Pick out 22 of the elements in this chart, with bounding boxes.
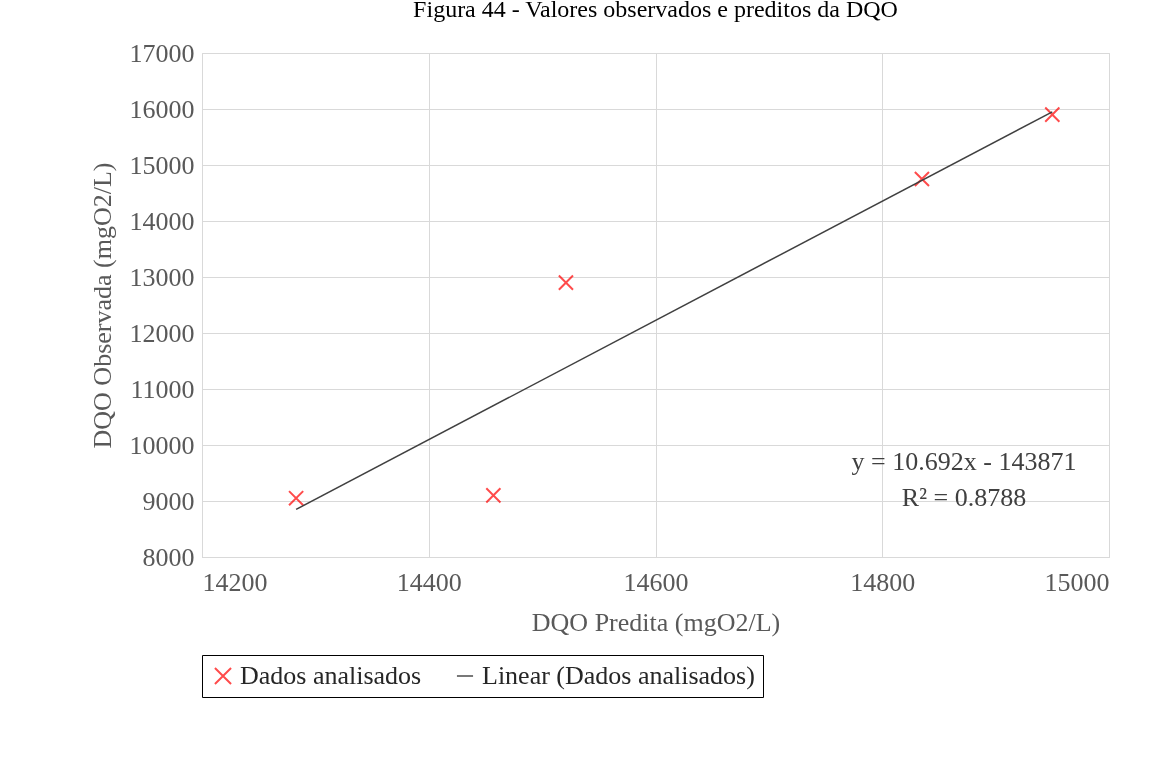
y-tick-label: 12000 — [129, 318, 195, 348]
chart-title: Figura 44 - Valores observados e preditos da DQO — [413, 0, 898, 22]
annotation: y = 10.692x - 143871 — [851, 447, 1077, 476]
x-tick-label: 14600 — [623, 567, 689, 597]
y-tick-label: 15000 — [129, 150, 195, 180]
x-tick-label: 14200 — [202, 567, 268, 597]
y-tick-label: 11000 — [130, 374, 195, 404]
x-tick-label: 15000 — [1044, 567, 1110, 597]
x-tick-label: 14400 — [396, 567, 462, 597]
x-axis-title: DQO Predita (mgO2/L) — [531, 607, 781, 637]
legend-label: Linear (Dados analisados) — [482, 661, 755, 690]
y-axis-title: DQO Observada (mgO2/L) — [87, 162, 117, 449]
y-tick-label: 16000 — [129, 94, 195, 124]
y-tick-label: 8000 — [142, 542, 195, 572]
y-tick-label: 14000 — [129, 206, 195, 236]
y-tick-label: 10000 — [129, 430, 195, 460]
legend-label: Dados analisados — [240, 661, 422, 690]
y-tick-label: 13000 — [129, 262, 195, 292]
y-tick-label: 9000 — [142, 486, 195, 516]
annotation: R² = 0.8788 — [901, 483, 1027, 512]
y-tick-label: 17000 — [129, 38, 195, 68]
x-tick-label: 14800 — [850, 567, 916, 597]
